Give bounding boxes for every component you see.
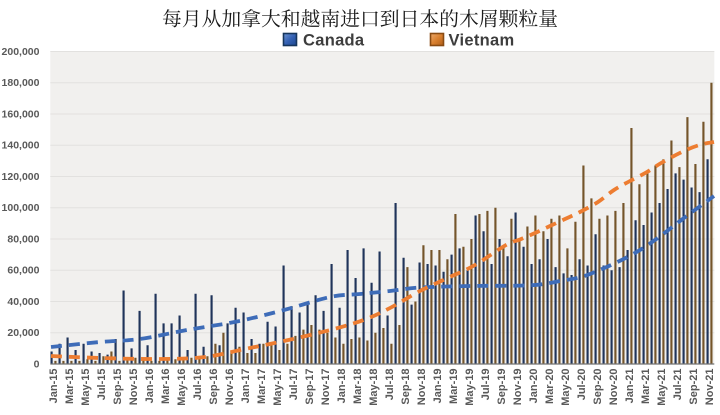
svg-text:Mar-17: Mar-17	[256, 369, 268, 404]
svg-text:100,000: 100,000	[2, 202, 40, 214]
svg-text:60,000: 60,000	[7, 265, 39, 277]
svg-text:Mar-15: Mar-15	[64, 369, 76, 404]
svg-text:Mar-19: Mar-19	[448, 369, 460, 404]
svg-text:140,000: 140,000	[2, 140, 40, 152]
svg-text:Nov-21: Nov-21	[704, 369, 716, 406]
svg-text:Jul-19: Jul-19	[480, 369, 492, 401]
svg-text:May-17: May-17	[272, 369, 284, 406]
svg-text:Jul-21: Jul-21	[672, 369, 684, 401]
svg-text:Jul-18: Jul-18	[384, 369, 396, 401]
svg-text:Jul-15: Jul-15	[96, 369, 108, 401]
svg-text:May-20: May-20	[560, 369, 572, 406]
svg-text:Mar-21: Mar-21	[640, 369, 652, 404]
svg-text:Jan-16: Jan-16	[144, 369, 156, 404]
svg-text:Sep-21: Sep-21	[688, 369, 700, 405]
svg-text:Nov-15: Nov-15	[128, 369, 140, 406]
svg-text:Nov-16: Nov-16	[224, 369, 236, 406]
svg-text:Jan-17: Jan-17	[240, 369, 252, 404]
svg-text:Mar-18: Mar-18	[352, 369, 364, 404]
svg-text:Jan-20: Jan-20	[528, 369, 540, 404]
svg-text:Jul-20: Jul-20	[576, 369, 588, 401]
svg-text:May-16: May-16	[176, 369, 188, 406]
svg-text:Canada: Canada	[303, 32, 365, 50]
svg-text:May-18: May-18	[368, 369, 380, 406]
svg-text:Sep-17: Sep-17	[304, 369, 316, 405]
svg-text:Nov-18: Nov-18	[416, 369, 428, 406]
svg-text:May-15: May-15	[80, 369, 92, 406]
svg-text:Nov-20: Nov-20	[608, 369, 620, 406]
svg-text:Mar-16: Mar-16	[160, 369, 172, 404]
svg-text:Sep-18: Sep-18	[400, 369, 412, 405]
svg-text:Jan-15: Jan-15	[48, 369, 60, 404]
svg-text:Jul-17: Jul-17	[288, 369, 300, 401]
svg-text:Sep-16: Sep-16	[208, 369, 220, 405]
svg-text:0: 0	[34, 358, 40, 370]
svg-text:Sep-20: Sep-20	[592, 369, 604, 405]
svg-text:40,000: 40,000	[7, 296, 39, 308]
svg-text:200,000: 200,000	[2, 46, 40, 58]
svg-text:Nov-17: Nov-17	[320, 369, 332, 406]
svg-text:Jan-19: Jan-19	[432, 369, 444, 404]
svg-text:120,000: 120,000	[2, 171, 40, 183]
svg-text:May-21: May-21	[656, 369, 668, 406]
svg-text:Nov-19: Nov-19	[512, 369, 524, 406]
svg-text:May-19: May-19	[464, 369, 476, 406]
svg-text:Sep-15: Sep-15	[112, 369, 124, 405]
svg-text:80,000: 80,000	[7, 233, 39, 245]
svg-text:Jan-21: Jan-21	[624, 369, 636, 404]
svg-text:Jan-18: Jan-18	[336, 369, 348, 404]
svg-text:Mar-20: Mar-20	[544, 369, 556, 404]
svg-text:180,000: 180,000	[2, 77, 40, 89]
svg-text:Sep-19: Sep-19	[496, 369, 508, 405]
svg-text:160,000: 160,000	[2, 108, 40, 120]
svg-text:Jul-16: Jul-16	[192, 369, 204, 401]
svg-text:20,000: 20,000	[7, 327, 39, 339]
svg-text:Vietnam: Vietnam	[449, 32, 515, 50]
